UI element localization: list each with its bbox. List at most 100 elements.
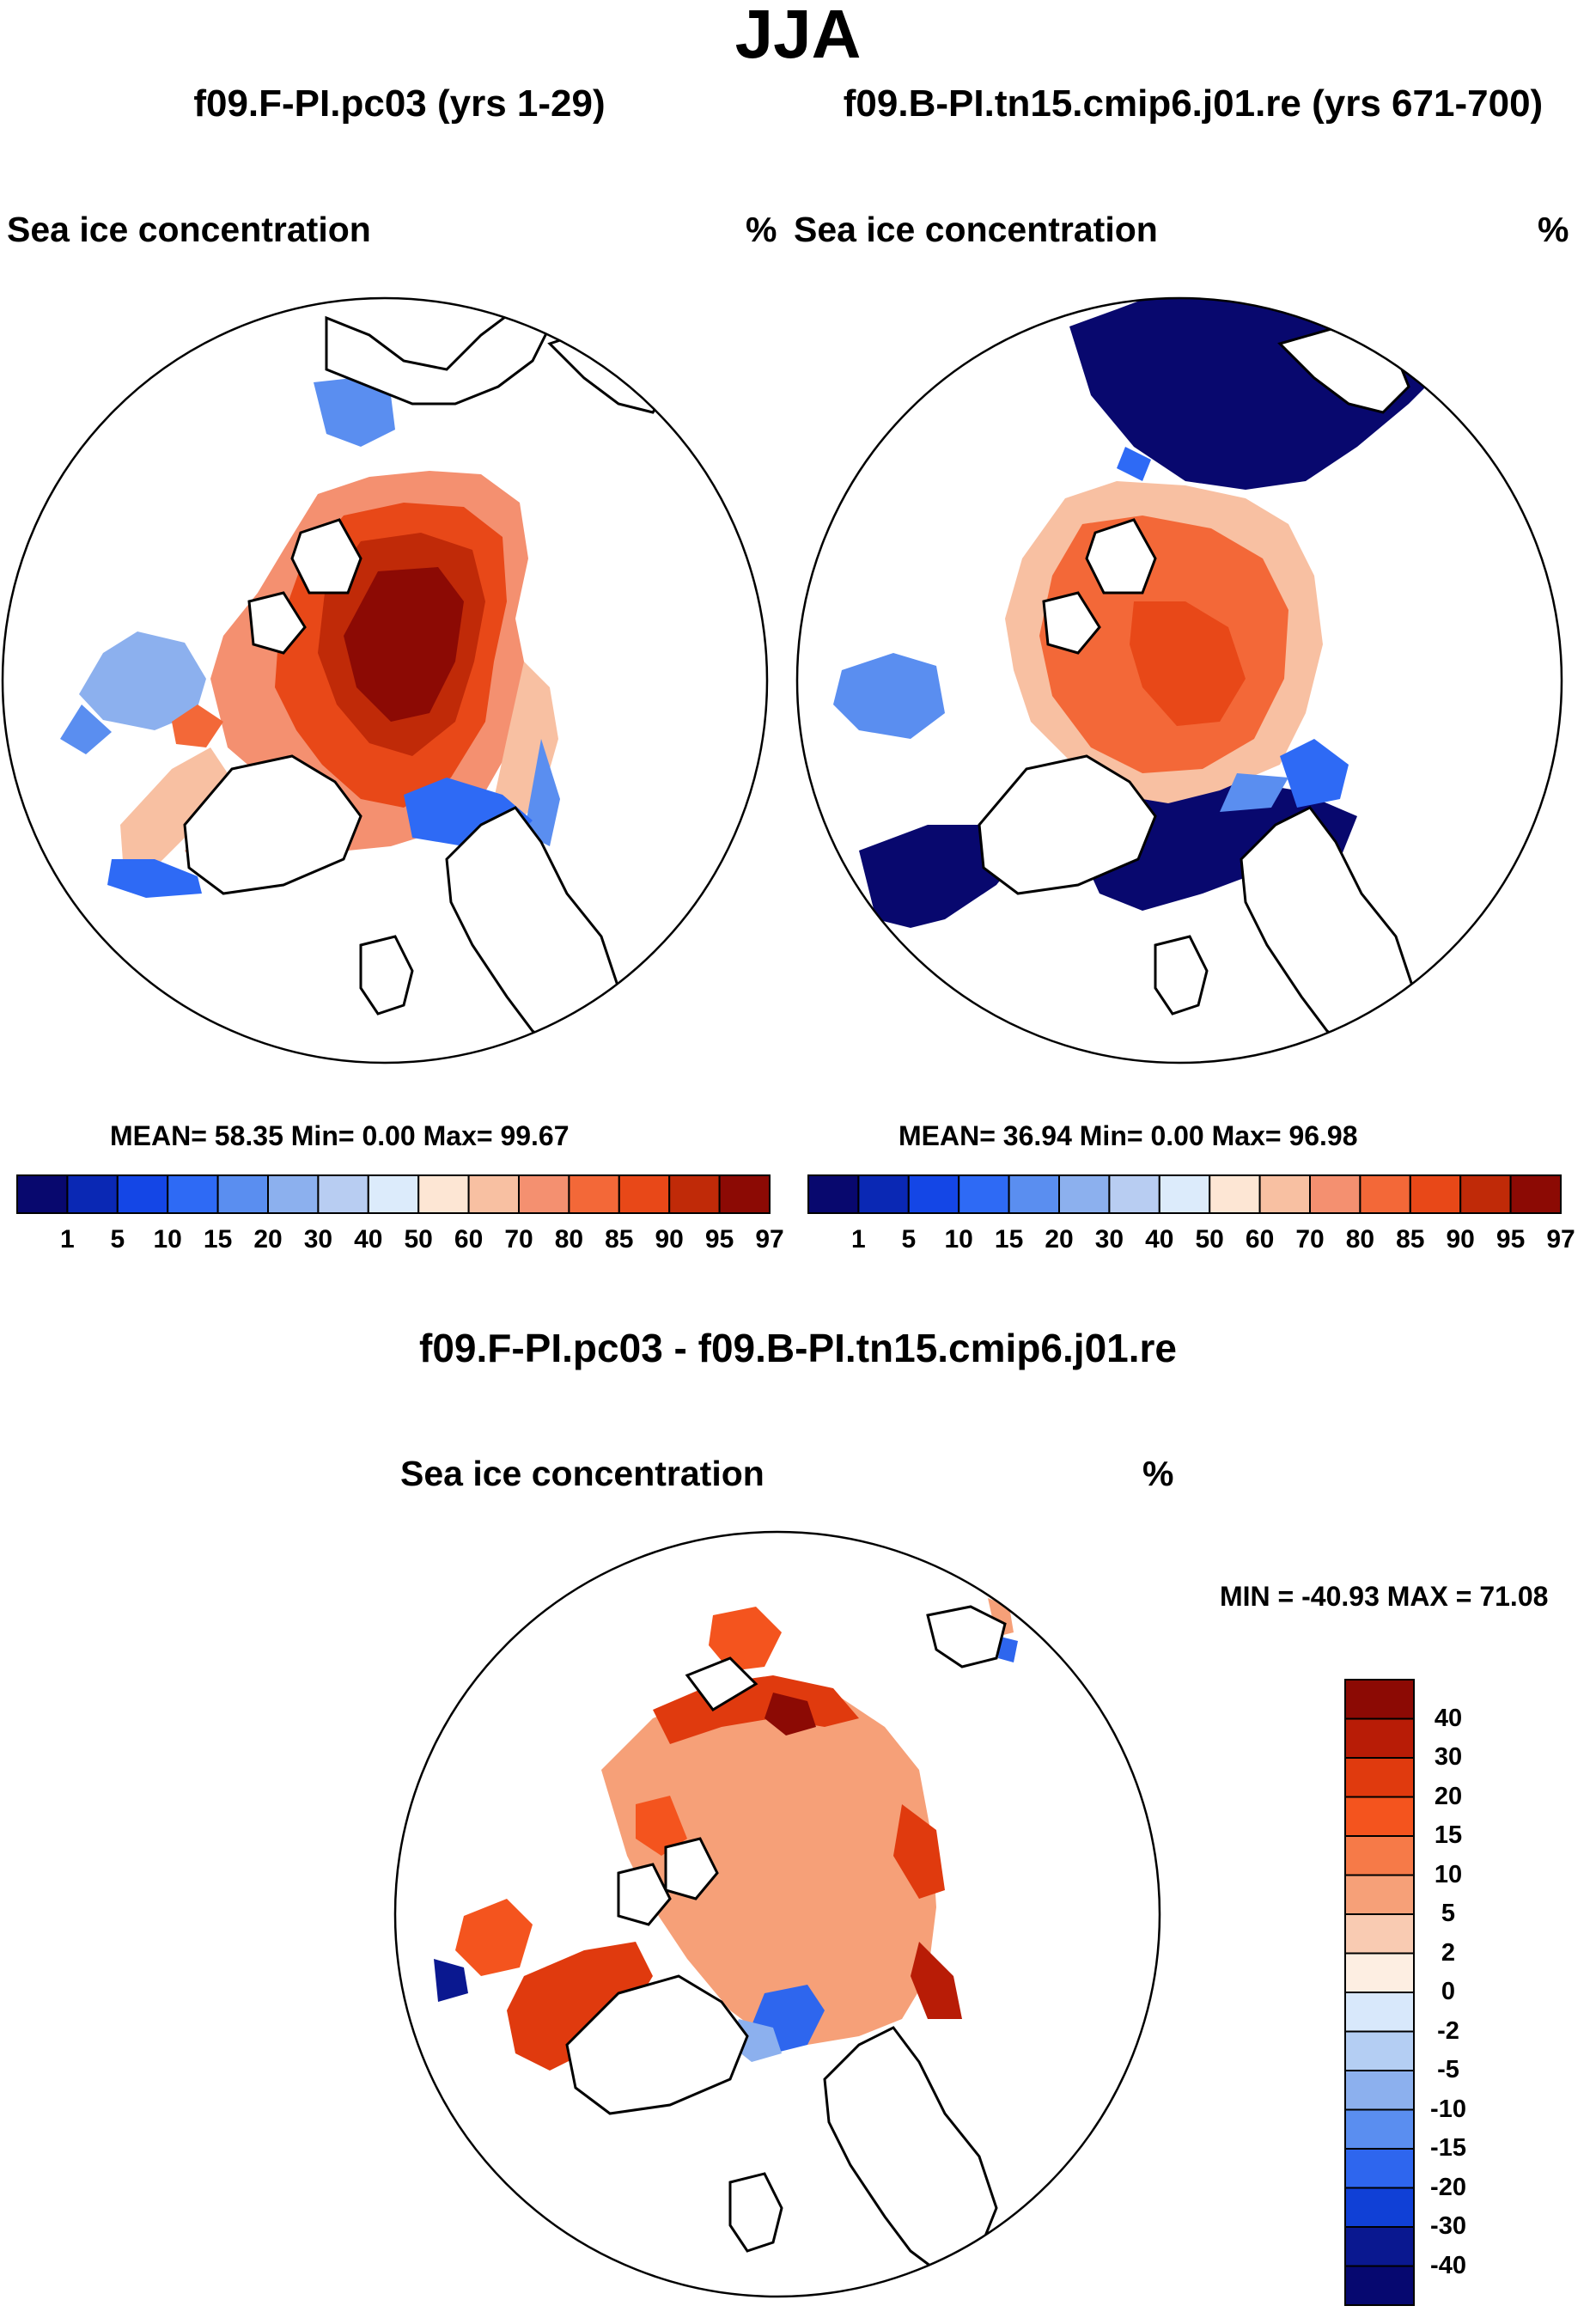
left-stats: MEAN= 58.35 Min= 0.00 Max= 99.67 (110, 1120, 570, 1151)
left-colorbar-box (216, 1174, 270, 1214)
left-colorbar-tick: 90 (655, 1225, 684, 1254)
right-stats: MEAN= 36.94 Min= 0.00 Max= 96.98 (899, 1120, 1358, 1151)
right-colorbar-tick: 1 (851, 1225, 866, 1254)
left-colorbar-tick: 70 (504, 1225, 533, 1254)
left-colorbar-tick: 97 (755, 1225, 784, 1254)
left-colorbar-box (718, 1174, 771, 1214)
diff-variable-label: Sea ice concentration (400, 1454, 764, 1493)
right-colorbar-box (1158, 1174, 1211, 1214)
diff-colorbar-box (1344, 2148, 1415, 2189)
left-units-label: % (746, 210, 777, 249)
right-colorbar-tick: 30 (1094, 1225, 1124, 1254)
right-colorbar-tick: 95 (1495, 1225, 1526, 1254)
left-panel-title: f09.F-PI.pc03 (yrs 1-29) (193, 82, 606, 125)
left-colorbar-tick: 50 (404, 1225, 433, 1254)
diff-colorbar-tick: 0 (1441, 1978, 1456, 2005)
diff-colorbar-box (1344, 2070, 1415, 2111)
left-colorbar-tick: 1 (60, 1225, 75, 1254)
right-colorbar-tick: 97 (1546, 1225, 1575, 1254)
left-colorbar-tick: 5 (110, 1225, 125, 1254)
diff-colorbar-box (1344, 2187, 1415, 2228)
left-colorbar-tick: 40 (354, 1225, 383, 1254)
right-colorbar-box (1258, 1174, 1311, 1214)
diff-colorbar-box (1344, 2030, 1415, 2071)
left-colorbar-box (618, 1174, 671, 1214)
diff-colorbar (1344, 1679, 1415, 2306)
right-colorbar-tick: 10 (944, 1225, 973, 1254)
right-colorbar-box (907, 1174, 960, 1214)
diff-colorbar-tick: -5 (1437, 2056, 1459, 2083)
right-colorbar-tick: 90 (1446, 1225, 1475, 1254)
diff-colorbar-box (1344, 2265, 1415, 2306)
right-colorbar-tick: 15 (994, 1225, 1024, 1254)
left-colorbar-box (668, 1174, 721, 1214)
left-colorbar-tick: 20 (253, 1225, 283, 1254)
right-colorbar-tick: 40 (1145, 1225, 1174, 1254)
left-colorbar-box (417, 1174, 470, 1214)
left-colorbar-box (317, 1174, 369, 1214)
diff-colorbar-box (1344, 1913, 1415, 1955)
diff-colorbar-tick: -30 (1430, 2212, 1466, 2240)
diff-panel-title: f09.F-PI.pc03 - f09.B-PI.tn15.cmip6.j01.… (419, 1326, 1177, 1370)
diff-colorbar-box (1344, 1717, 1415, 1759)
left-colorbar-box (267, 1174, 320, 1214)
left-colorbar-box (568, 1174, 620, 1214)
diff-land (565, 1605, 1007, 2278)
diff-colorbar-tick: 15 (1434, 1821, 1463, 1849)
right-colorbar-tick: 70 (1295, 1225, 1325, 1254)
main-title: JJA (734, 0, 862, 72)
diff-colorbar-box (1344, 1992, 1415, 2033)
left-colorbar-box (467, 1174, 520, 1214)
diff-units-label: % (1142, 1454, 1174, 1493)
left-colorbar-tick: 10 (153, 1225, 182, 1254)
right-colorbar-box (1409, 1174, 1462, 1214)
right-colorbar-tick: 80 (1345, 1225, 1375, 1254)
left-colorbar-box (66, 1174, 119, 1214)
left-colorbar-tick: 80 (554, 1225, 584, 1254)
diff-colorbar-tick: 10 (1434, 1860, 1463, 1888)
left-colorbar-tick: 95 (704, 1225, 734, 1254)
diff-colorbar-box (1344, 2226, 1415, 2267)
diff-map-boundary (393, 1530, 1161, 2298)
right-map-boundary (795, 296, 1563, 1064)
right-colorbar-box (1209, 1174, 1261, 1214)
right-colorbar-box (807, 1174, 860, 1214)
diff-stats: MIN = -40.93 MAX = 71.08 (1220, 1581, 1549, 1612)
right-colorbar-box (1359, 1174, 1411, 1214)
right-variable-label: Sea ice concentration (794, 210, 1158, 249)
left-map-boundary (1, 296, 769, 1064)
left-colorbar-tick: 15 (203, 1225, 233, 1254)
diff-colorbar-box (1344, 1835, 1415, 1876)
right-colorbar-box (1509, 1174, 1562, 1214)
diff-colorbar-tick: -2 (1437, 2016, 1459, 2045)
diff-colorbar-box (1344, 1796, 1415, 1837)
left-colorbar (16, 1174, 771, 1214)
right-colorbar-tick: 20 (1045, 1225, 1074, 1254)
left-colorbar-tick: 85 (605, 1225, 634, 1254)
diff-colorbar-tick: -20 (1430, 2173, 1466, 2201)
right-colorbar (807, 1174, 1562, 1214)
right-colorbar-box (857, 1174, 910, 1214)
diff-colorbar-tick: 5 (1441, 1900, 1456, 1927)
diff-colorbar-tick: -40 (1430, 2251, 1466, 2279)
right-colorbar-tick: 85 (1396, 1225, 1425, 1254)
left-colorbar-tick: 60 (454, 1225, 484, 1254)
right-colorbar-box (1008, 1174, 1060, 1214)
right-colorbar-box (1058, 1174, 1111, 1214)
diff-map (434, 1598, 1018, 2278)
right-colorbar-box (1459, 1174, 1512, 1214)
left-map (60, 308, 672, 1058)
left-colorbar-box (116, 1174, 169, 1214)
left-variable-label: Sea ice concentration (7, 210, 371, 249)
diff-colorbar-box (1344, 1757, 1415, 1798)
left-colorbar-box (518, 1174, 570, 1214)
diff-colorbar-tick: 2 (1441, 1938, 1456, 1967)
diff-colorbar-tick: -10 (1430, 2095, 1466, 2123)
right-colorbar-tick: 5 (901, 1225, 917, 1254)
left-colorbar-tick: 30 (303, 1225, 333, 1254)
left-colorbar-box (16, 1174, 69, 1214)
diff-colorbar-tick: -15 (1430, 2134, 1466, 2162)
right-colorbar-box (958, 1174, 1010, 1214)
diff-field (434, 1598, 1018, 2101)
